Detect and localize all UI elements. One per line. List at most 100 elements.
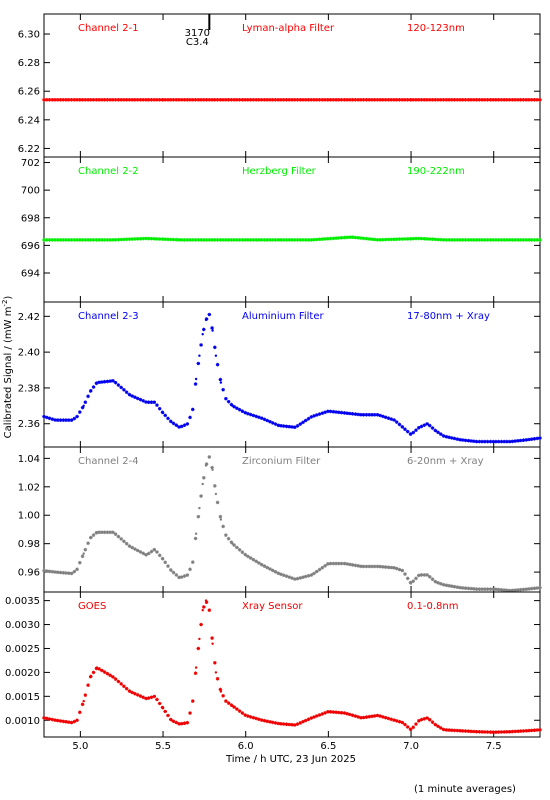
y-tick-label: 0.98 (18, 539, 40, 550)
channel-label: Channel 2-3 (78, 311, 139, 322)
data-point (434, 723, 437, 727)
channel-label: Channel 2-4 (78, 456, 139, 467)
data-point (426, 422, 429, 425)
data-point (476, 440, 479, 443)
data-point (261, 417, 264, 420)
x-tick-label: 6.0 (238, 741, 254, 752)
data-point (42, 415, 46, 418)
data-point (409, 433, 413, 436)
data-point (393, 418, 396, 422)
data-point (145, 401, 148, 404)
data-point (186, 721, 189, 724)
data-point (89, 390, 92, 393)
data-point (343, 711, 347, 715)
data-markers (42, 600, 542, 734)
data-point (170, 719, 173, 722)
data-point (231, 542, 234, 545)
data-point (426, 573, 429, 577)
flare-marker-label-top: 3170 (185, 28, 210, 39)
data-point (191, 699, 194, 703)
data-point (231, 704, 234, 708)
data-point (186, 573, 189, 577)
band-label: 0.1-0.8nm (407, 601, 459, 612)
data-point (343, 562, 347, 565)
y-tick-label: 1.04 (18, 454, 40, 465)
panel-1: 6.22 6.24 6.26 6.28 6.30 Channel 2-1 Lyman-alp… (18, 13, 542, 158)
data-point (434, 429, 437, 433)
data-point (211, 329, 214, 332)
data-point (70, 572, 74, 575)
data-point (112, 238, 115, 242)
data-point (75, 415, 79, 418)
panel-5: 0.0010 0.0015 0.0020 0.0025 0.0030 0.0035 5.0 5… (5, 591, 542, 752)
data-point (442, 435, 446, 438)
data-point (538, 238, 542, 242)
data-point (476, 730, 479, 733)
data-point (277, 424, 280, 427)
data-point (211, 238, 214, 242)
data-point (153, 548, 156, 551)
data-point (161, 98, 165, 102)
data-point (82, 404, 85, 407)
data-point (191, 560, 194, 564)
y-tick-label: 6.28 (18, 58, 40, 69)
data-point (191, 408, 194, 411)
data-point (376, 714, 380, 717)
data-point (145, 697, 148, 700)
data-point (509, 440, 512, 443)
data-point (54, 719, 57, 722)
data-point (401, 569, 404, 572)
panel-3: 2.36 2.38 2.40 2.42 Channel 2-3 Aluminium Fil… (18, 301, 542, 448)
data-point (194, 532, 198, 535)
y-tick-label: 694 (21, 269, 40, 280)
data-point (82, 552, 85, 555)
data-point (201, 609, 204, 612)
data-point (178, 576, 181, 579)
data-point (426, 716, 429, 720)
data-point (261, 719, 264, 722)
data-point (178, 238, 181, 242)
filter-label: Lyman-alpha Filter (242, 23, 335, 34)
band-label: 120-123nm (407, 23, 465, 34)
data-point (95, 666, 99, 669)
data-point (128, 545, 132, 548)
data-point (327, 710, 330, 713)
panel-4: 0.96 0.98 1.00 1.02 1.04 Channel 2-4 Zirconium… (18, 446, 542, 593)
data-point (54, 418, 57, 422)
x-tick-label: 5.0 (72, 741, 88, 752)
data-point (211, 642, 214, 645)
data-point (82, 699, 85, 703)
data-point (42, 716, 46, 720)
data-point (161, 707, 165, 710)
data-point (112, 676, 115, 679)
data-point (112, 379, 115, 382)
data-point (459, 586, 462, 589)
data-point (277, 722, 280, 725)
data-point (538, 728, 542, 731)
data-point (54, 570, 57, 574)
data-point (42, 98, 46, 102)
averaging-footnote: (1 minute averages) (414, 784, 516, 795)
data-point (198, 637, 201, 641)
data-markers (42, 455, 542, 593)
data-point (492, 98, 495, 102)
data-point (376, 565, 380, 568)
data-point (198, 506, 201, 510)
y-tick-label: 0.0030 (5, 620, 40, 631)
data-point (418, 573, 421, 577)
data-point (186, 422, 189, 425)
y-tick-label: 0.0020 (5, 668, 40, 679)
data-point (70, 418, 74, 422)
data-point (208, 609, 211, 612)
data-point (492, 440, 495, 443)
x-tick-label: 7.5 (486, 741, 502, 752)
y-tick-label: 0.0025 (5, 644, 40, 655)
y-tick-label: 2.40 (18, 348, 40, 359)
data-point (204, 318, 208, 322)
y-tick-label: 698 (21, 213, 40, 224)
data-point (418, 237, 421, 240)
data-point (509, 589, 512, 592)
channel-label: Channel 2-1 (78, 23, 139, 34)
data-point (442, 238, 446, 242)
